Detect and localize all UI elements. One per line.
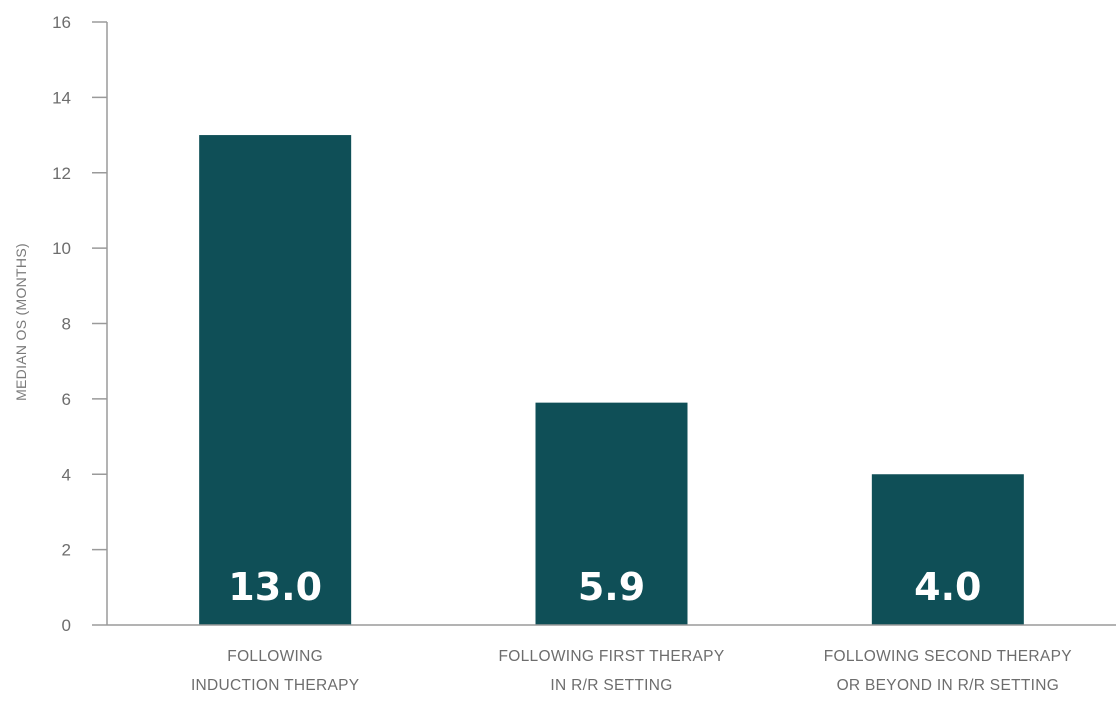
bar <box>871 474 1024 625</box>
bar-value-label: 4.0 <box>914 565 981 609</box>
y-tick-label: 16 <box>52 13 71 32</box>
y-tick-label: 14 <box>52 88 71 107</box>
y-tick-label: 6 <box>62 390 71 409</box>
y-tick-label: 12 <box>52 164 71 183</box>
bar-value-label: 5.9 <box>578 565 645 609</box>
x-category-label: FOLLOWING FIRST THERAPY <box>499 648 725 665</box>
y-tick-label: 0 <box>62 616 71 635</box>
y-axis: 0 2 4 6 8 10 12 14 16 <box>52 13 108 635</box>
bar-value-label: 13.0 <box>228 565 322 609</box>
x-category-label: INDUCTION THERAPY <box>191 677 359 694</box>
x-category-label: OR BEYOND IN R/R SETTING <box>837 677 1060 694</box>
x-category-label: FOLLOWING SECOND THERAPY <box>824 648 1072 665</box>
y-axis-title: MEDIAN OS (MONTHS) <box>13 243 29 401</box>
bars: 13.0 5.9 4.0 <box>199 135 1024 625</box>
y-tick-label: 10 <box>52 239 71 258</box>
x-axis: FOLLOWING INDUCTION THERAPY FOLLOWING FIRS… <box>107 624 1116 694</box>
x-category-label: IN R/R SETTING <box>550 677 672 694</box>
x-category-label: FOLLOWING <box>227 648 323 665</box>
bar <box>535 402 688 625</box>
y-tick-label: 4 <box>62 465 71 484</box>
y-tick-label: 2 <box>62 541 71 560</box>
bar <box>199 135 352 625</box>
y-tick-label: 8 <box>62 315 71 334</box>
